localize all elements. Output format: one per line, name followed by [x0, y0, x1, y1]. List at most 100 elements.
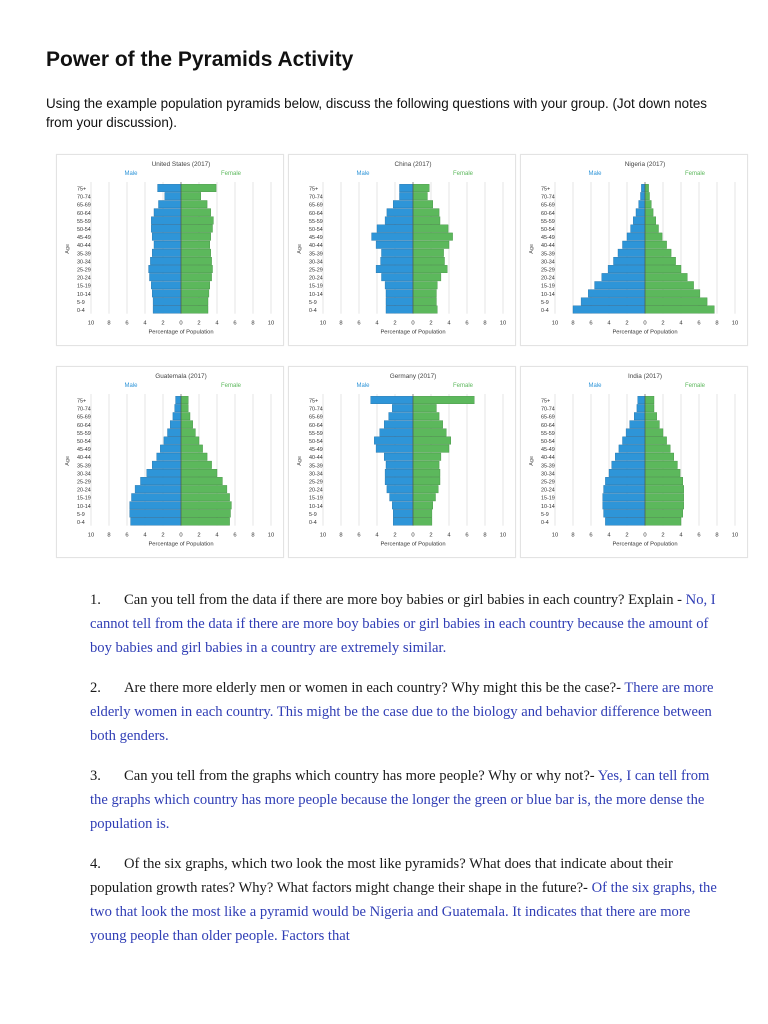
age-tick-label: 50-54 [77, 227, 91, 233]
male-bar [625, 428, 646, 437]
x-tick-label: 2 [661, 321, 664, 327]
male-bar [174, 404, 182, 413]
male-bar [151, 460, 182, 469]
male-bar [157, 184, 182, 192]
question-text: Can you tell from the graphs which count… [124, 768, 598, 784]
x-tick-label: 8 [251, 321, 254, 327]
female-bar [412, 184, 430, 192]
x-tick-label: 4 [143, 321, 147, 327]
age-tick-label: 60-64 [309, 211, 323, 217]
female-bar [644, 200, 652, 209]
age-tick-label: 65-69 [77, 415, 91, 421]
female-bar [412, 273, 442, 282]
male-bar [580, 297, 646, 306]
chart-title: United States (2017) [152, 161, 211, 168]
age-tick-label: 60-64 [309, 423, 323, 429]
age-tick-label: 65-69 [77, 203, 91, 209]
male-bar [375, 444, 414, 453]
male-bar [375, 265, 414, 274]
age-tick-label: 75+ [77, 187, 86, 193]
x-tick-label: 4 [447, 321, 451, 327]
pyramid-svg: Nigeria (2017) Male Female Age 0-4 5-9 10-14 15… [529, 161, 738, 336]
female-bar [180, 404, 189, 413]
female-label: Female [221, 171, 242, 177]
age-tick-label: 5-9 [77, 300, 85, 306]
answer-text: Of the six graphs, the two that look the… [90, 880, 717, 944]
age-tick-label: 25-29 [309, 268, 323, 274]
female-bar [644, 517, 682, 526]
female-label: Female [685, 171, 706, 177]
male-bar [148, 265, 182, 274]
female-bar [412, 444, 450, 453]
x-tick-label: 4 [607, 533, 611, 539]
female-bar [644, 297, 708, 306]
male-bar [385, 289, 414, 298]
x-tick-label: 0 [643, 321, 646, 327]
male-bar [153, 240, 182, 249]
x-tick-label: 6 [697, 321, 700, 327]
x-tick-label: 2 [393, 533, 396, 539]
age-tick-label: 15-19 [309, 496, 323, 502]
x-tick-label: 2 [393, 321, 396, 327]
x-tick-label: 2 [161, 533, 164, 539]
question-4: 4. Of the six graphs, which two look the … [90, 852, 730, 948]
age-tick-label: 20-24 [309, 276, 323, 282]
male-bar [399, 192, 414, 201]
male-bar [605, 477, 646, 486]
male-bar [169, 420, 182, 429]
female-bar [412, 240, 450, 249]
female-bar [644, 501, 684, 510]
pyramid-svg: United States (2017) Male Female Age 0-4 5-9 1… [65, 161, 274, 336]
x-axis-label: Percentage of Population [612, 330, 677, 336]
age-tick-label: 55-59 [541, 219, 555, 225]
age-tick-label: 10-14 [309, 292, 323, 298]
x-tick-label: 2 [161, 321, 164, 327]
x-tick-label: 10 [320, 321, 326, 327]
x-tick-label: 10 [268, 533, 274, 539]
x-tick-label: 6 [357, 321, 360, 327]
female-bar [644, 192, 650, 201]
y-axis-label: Age [65, 244, 71, 254]
x-tick-label: 6 [589, 321, 592, 327]
female-bar [180, 477, 223, 486]
female-bar [180, 444, 203, 453]
pyramid-chart-united-states: United States (2017) Male Female Age 0-4 5-9 1… [56, 154, 284, 346]
age-tick-label: 50-54 [77, 439, 91, 445]
x-tick-label: 4 [215, 321, 219, 327]
age-tick-label: 15-19 [309, 284, 323, 290]
x-tick-label: 8 [571, 533, 574, 539]
age-tick-label: 70-74 [77, 407, 91, 413]
female-bar [180, 265, 213, 274]
male-bar [617, 248, 646, 257]
age-tick-label: 35-39 [309, 463, 323, 469]
age-tick-label: 25-29 [541, 480, 555, 486]
female-bar [644, 224, 659, 233]
male-bar [375, 240, 414, 249]
female-bar [412, 412, 440, 421]
age-tick-label: 35-39 [77, 463, 91, 469]
x-tick-label: 2 [625, 533, 628, 539]
female-bar [180, 224, 213, 233]
male-label: Male [124, 171, 138, 177]
x-tick-label: 2 [197, 533, 200, 539]
x-tick-label: 8 [715, 533, 718, 539]
male-bar [608, 468, 646, 477]
question-text: Can you tell from the data if there are … [124, 592, 686, 608]
male-bar [613, 256, 646, 265]
female-bar [412, 436, 451, 445]
female-bar [180, 428, 196, 437]
female-bar [644, 396, 655, 404]
male-label: Male [588, 171, 602, 177]
x-tick-label: 10 [88, 533, 94, 539]
age-tick-label: 0-4 [309, 308, 317, 314]
male-bar [602, 493, 646, 502]
age-tick-label: 75+ [77, 399, 86, 405]
age-tick-label: 15-19 [541, 284, 555, 290]
male-bar [370, 396, 414, 404]
female-bar [412, 428, 447, 437]
age-tick-label: 55-59 [77, 431, 91, 437]
x-tick-label: 10 [88, 321, 94, 327]
chart-title: Guatemala (2017) [155, 373, 207, 380]
pyramid-svg: India (2017) Male Female Age 0-4 5-9 10-14 15-1… [529, 373, 738, 548]
female-bar [180, 501, 232, 510]
